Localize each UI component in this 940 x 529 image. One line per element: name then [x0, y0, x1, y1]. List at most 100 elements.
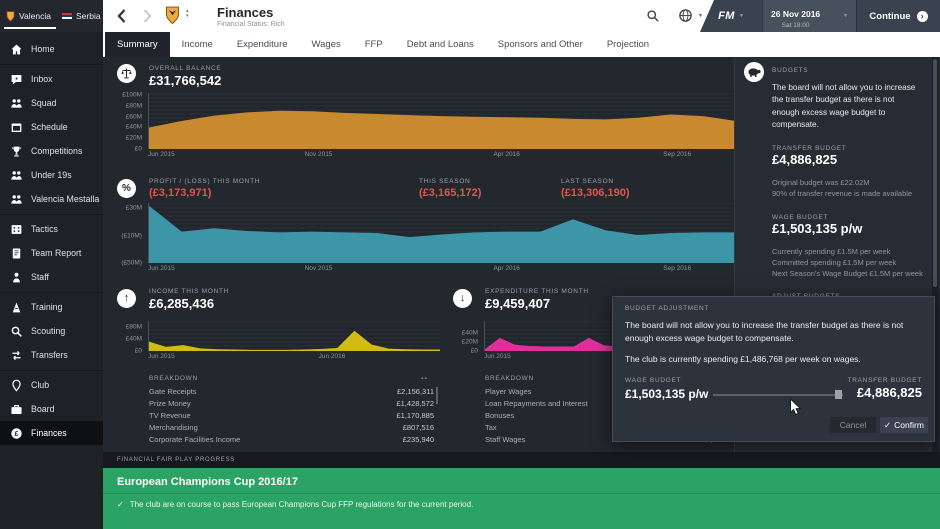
overall-balance-value: £31,766,542 — [149, 73, 222, 88]
current-date: 26 Nov 2016 — [771, 8, 821, 19]
sidebar-item-label: Staff — [31, 272, 49, 282]
tab-valencia[interactable]: Valencia — [6, 0, 51, 32]
tactics-icon — [10, 223, 23, 236]
tab-summary[interactable]: Summary — [105, 32, 170, 57]
income-value: £6,285,436 — [149, 296, 215, 311]
breakdown-row[interactable]: Merchandising £807,516 — [149, 421, 434, 433]
tab-projection[interactable]: Projection — [606, 39, 650, 50]
breakdown-mini-scrollbar[interactable] — [436, 387, 438, 404]
wage-budget-label: WAGE BUDGET — [772, 213, 829, 221]
sidebar-item-team-report[interactable]: Team Report — [0, 241, 103, 265]
sidebar-item-squad[interactable]: Squad — [0, 91, 103, 115]
popup-transfer-budget-label: TRANSFER BUDGET — [847, 377, 922, 384]
breakdown-value: £235,940 — [402, 434, 434, 444]
continue-arrow-icon: › — [916, 10, 928, 22]
breakdown-row[interactable]: Tax — [485, 421, 725, 433]
active-club-underline — [4, 27, 56, 29]
tab-expenditure[interactable]: Expenditure — [236, 39, 288, 50]
expenditure-down-arrow-icon: ↓ — [453, 289, 472, 308]
ffp-header: FINANCIAL FAIR PLAY PROGRESS — [117, 457, 235, 463]
current-time: Sat 18:00 — [781, 21, 810, 29]
breakdown-row[interactable]: Corporate Facilities Income £235,940 — [149, 433, 434, 445]
sidebar: Home Inbox Squad Schedule Competitions Under … — [0, 32, 103, 529]
breakdown-row[interactable]: Prize Money £1,428,572 — [149, 397, 434, 409]
main-scrollbar[interactable] — [932, 57, 938, 452]
continue-button[interactable]: Continue › — [856, 0, 940, 32]
topbar-right: FM ▼ 26 Nov 2016 Sat 18:00 ▼ Continue › — [700, 0, 940, 32]
wage-budget-slider-track[interactable] — [713, 394, 843, 396]
sidebar-item-competitions[interactable]: Competitions — [0, 139, 103, 163]
sidebar-item-inbox[interactable]: Inbox — [0, 67, 103, 91]
breakdown-row[interactable]: Bonuses — [485, 409, 725, 421]
fm-menu[interactable]: FM ▼ — [700, 0, 762, 32]
club-icon — [10, 379, 23, 392]
globe-dropdown-chevron-icon[interactable]: ▼ — [698, 13, 703, 19]
breakdown-value: £807,516 — [402, 422, 434, 432]
tab-debt-and-loans[interactable]: Debt and Loans — [406, 39, 474, 50]
search-icon[interactable] — [646, 9, 660, 23]
sidebar-item-label: Scouting — [31, 326, 66, 336]
tab-sponsors-and-other[interactable]: Sponsors and Other — [497, 39, 583, 50]
sidebar-item-finances[interactable]: £ Finances — [0, 421, 103, 445]
popup-body2: The club is currently spending £1,486,76… — [625, 354, 861, 364]
wage-budget-slider-handle[interactable] — [835, 390, 842, 399]
ffp-header-bar: FINANCIAL FAIR PLAY PROGRESS — [103, 452, 940, 468]
sidebar-item-training[interactable]: Training — [0, 295, 103, 319]
club-tab-label: Valencia — [19, 11, 51, 21]
sidebar-item-club[interactable]: Club — [0, 373, 103, 397]
income-up-arrow-icon: ↑ — [117, 289, 136, 308]
cancel-button[interactable]: Cancel — [830, 417, 876, 433]
expenditure-breakdown-title: BREAKDOWN — [485, 375, 534, 382]
sidebar-item-board[interactable]: Board — [0, 397, 103, 421]
tab-serbia[interactable]: Serbia — [62, 0, 101, 32]
income-breakdown-title: BREAKDOWN — [149, 375, 198, 382]
breakdown-row[interactable]: Loan Repayments and Interest — [485, 397, 725, 409]
sidebar-item-home[interactable]: Home — [0, 37, 103, 61]
globe-icon[interactable] — [678, 8, 693, 23]
svg-text:£: £ — [14, 429, 18, 438]
sidebar-item-label: Board — [31, 404, 55, 414]
sidebar-item-tactics[interactable]: Tactics — [0, 217, 103, 241]
wage-budget-sub3: Next Season's Wage Budget £1.5M per week — [772, 269, 923, 279]
sidebar-item-label: Home — [31, 44, 55, 54]
balance-scales-icon — [117, 64, 136, 83]
date-widget[interactable]: 26 Nov 2016 Sat 18:00 ▼ — [762, 0, 856, 32]
breakdown-row[interactable]: Player Wages — [485, 385, 725, 397]
ffp-status-text: The club are on course to pass European … — [129, 500, 474, 509]
sidebar-item-scouting[interactable]: Scouting — [0, 319, 103, 343]
back-icon[interactable] — [117, 9, 126, 23]
breakdown-value: £1,170,885 — [396, 410, 434, 420]
home-icon — [10, 43, 23, 56]
scrollbar-thumb[interactable] — [933, 59, 937, 287]
popup-title: BUDGET ADJUSTMENT — [625, 305, 710, 312]
club-spinner-icon[interactable]: ▴ ▾ — [186, 8, 189, 19]
breakdown-value: £1,428,572 — [396, 398, 434, 408]
club-crest-icon[interactable] — [165, 6, 180, 25]
confirm-button[interactable]: ✓ Confirm — [880, 417, 928, 433]
income-label: INCOME THIS MONTH — [149, 288, 230, 295]
popup-transfer-budget-value: £4,886,825 — [856, 385, 922, 400]
section-tabs: Summary Income Expenditure Wages FFP Debt and… — [103, 32, 940, 57]
breakdown-row[interactable]: TV Revenue £1,170,885 — [149, 409, 434, 421]
check-icon: ✓ — [117, 500, 124, 509]
breakdown-scroll-icon[interactable]: ▴▴ — [421, 375, 429, 381]
sidebar-item-transfers[interactable]: Transfers — [0, 343, 103, 367]
sidebar-item-under-19s[interactable]: Under 19s — [0, 163, 103, 187]
scouting-icon — [10, 325, 23, 338]
sidebar-item-valencia-mestalla[interactable]: Valencia Mestalla — [0, 187, 103, 211]
breakdown-label: Corporate Facilities Income — [149, 434, 241, 444]
income-chart: £80M £40M £0 Jun 2015 Jun 2016 — [118, 321, 440, 360]
breakdown-label: Tax — [485, 422, 497, 432]
breakdown-row[interactable]: Gate Receipts £2,156,311 — [149, 385, 434, 397]
forward-icon[interactable] — [143, 9, 152, 23]
budgets-title: BUDGETS — [772, 67, 809, 74]
profit-loss-this-season-stat: THIS SEASON (£3,165,172) — [419, 178, 482, 199]
tab-wages[interactable]: Wages — [311, 39, 341, 50]
tab-ffp[interactable]: FFP — [364, 39, 383, 50]
sidebar-item-schedule[interactable]: Schedule — [0, 115, 103, 139]
sidebar-item-staff[interactable]: Staff — [0, 265, 103, 289]
tab-income[interactable]: Income — [181, 39, 213, 50]
wage-budget-sub1: Currently spending £1.5M per week — [772, 246, 891, 256]
sidebar-divider — [0, 64, 103, 65]
